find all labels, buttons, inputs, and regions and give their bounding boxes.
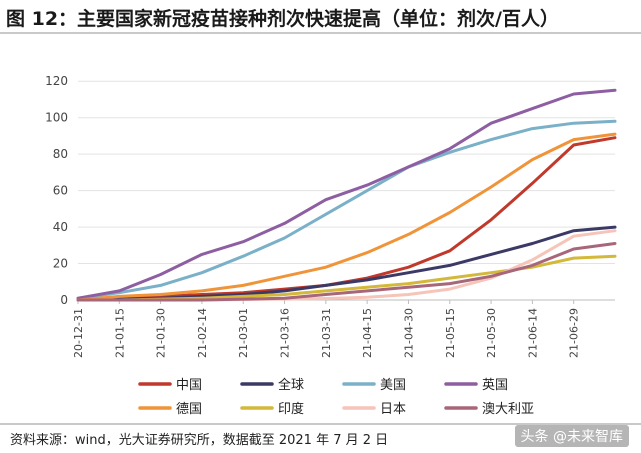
top-divider [0, 32, 641, 34]
watermark-badge: 头条 @未来智库 [514, 425, 629, 447]
x-tick-label: 21-05-30 [485, 308, 498, 358]
bottom-divider [0, 423, 641, 425]
y-tick-label: 40 [53, 220, 68, 234]
series-line [76, 88, 617, 300]
x-tick-label: 21-01-15 [113, 308, 126, 358]
x-tick-label: 21-03-31 [320, 308, 333, 358]
x-tick-label: 21-03-16 [279, 308, 292, 358]
x-tick-label: 21-03-01 [237, 308, 250, 358]
series-line [76, 119, 617, 300]
y-tick-label: 80 [53, 147, 68, 161]
legend-label: 中国 [176, 378, 202, 393]
chart-title: 图 12：主要国家新冠疫苗接种剂次快速提高（单位：剂次/百人） [6, 8, 559, 30]
legend-label: 英国 [482, 378, 508, 393]
x-tick-label: 21-06-14 [526, 308, 539, 358]
source-note: 资料来源：wind，光大证券研究所，数据截至 2021 年 7 月 2 日 [10, 433, 389, 448]
y-tick-label: 60 [53, 184, 68, 198]
x-tick-label: 21-04-15 [361, 308, 374, 358]
x-tick-label: 21-06-29 [568, 308, 581, 358]
y-tick-label: 20 [53, 257, 68, 271]
x-tick-label: 21-05-15 [444, 308, 457, 358]
legend-label: 德国 [176, 402, 202, 417]
series-line [76, 242, 617, 302]
x-tick-label: 21-01-30 [155, 308, 168, 358]
legend-label: 澳大利亚 [482, 401, 534, 417]
series-line [76, 132, 617, 302]
y-tick-label: 120 [45, 74, 68, 88]
legend-label: 美国 [380, 378, 406, 393]
legend-label: 印度 [278, 401, 304, 417]
x-tick-label: 21-04-30 [402, 308, 415, 358]
legend-label: 全球 [278, 377, 304, 393]
x-tick-label: 21-02-14 [196, 308, 209, 358]
y-tick-label: 0 [60, 293, 68, 307]
y-tick-label: 100 [45, 111, 68, 125]
x-tick-label: 20-12-31 [72, 308, 85, 358]
legend-label: 日本 [380, 402, 406, 417]
